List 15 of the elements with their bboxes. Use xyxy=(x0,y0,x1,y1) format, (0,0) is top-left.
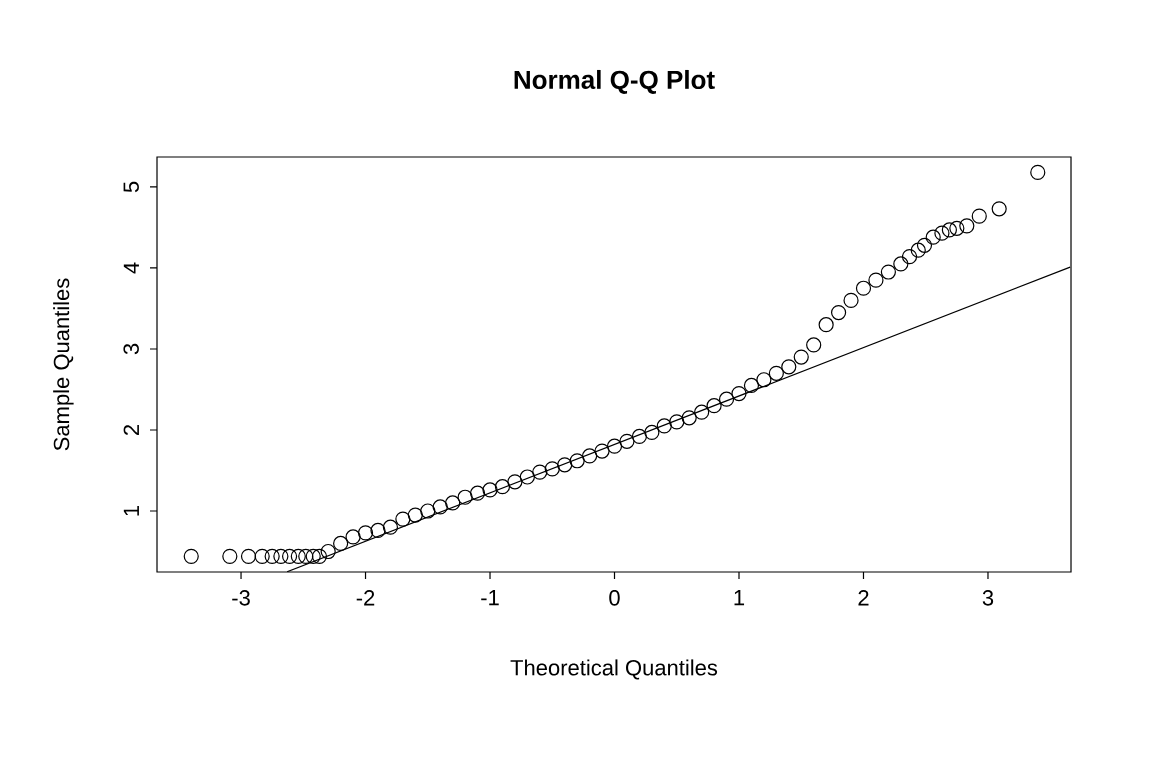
chart-title: Normal Q-Q Plot xyxy=(514,69,715,94)
x-tick-label: 1 xyxy=(734,590,745,606)
x-tick-label: -2 xyxy=(356,590,375,606)
y-tick-label: 3 xyxy=(123,343,139,355)
x-tick-label: 0 xyxy=(609,590,620,606)
y-axis-title: Sample Quantiles xyxy=(53,278,74,451)
y-tick-label: 1 xyxy=(123,505,139,516)
y-tick-label: 4 xyxy=(123,262,139,274)
y-tick-label: 5 xyxy=(123,181,139,193)
x-tick-label: 2 xyxy=(858,590,869,606)
x-tick-label: -1 xyxy=(481,590,499,606)
y-tick-label: 2 xyxy=(123,424,139,436)
x-tick-label: -3 xyxy=(232,590,250,606)
x-axis-title: Theoretical Quantiles xyxy=(510,659,718,680)
x-tick-label: 3 xyxy=(982,590,994,606)
